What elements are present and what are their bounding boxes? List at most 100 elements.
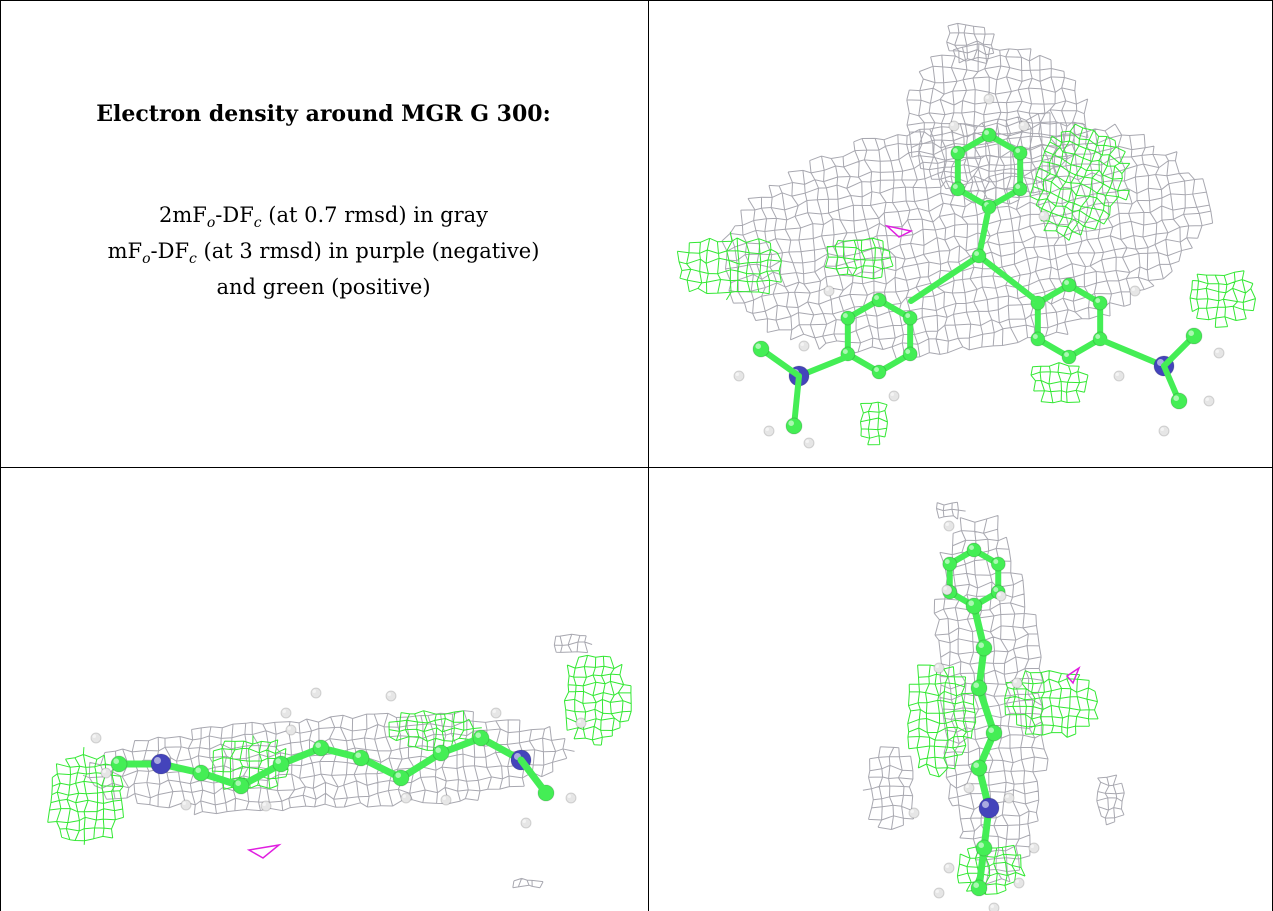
- hydrogen-atom: [310, 687, 322, 699]
- atom-highlight: [993, 559, 999, 564]
- atom-highlight: [842, 313, 848, 318]
- atom-sphere: [1129, 285, 1141, 297]
- density-mesh-green: [824, 237, 894, 280]
- mesh-lines: [676, 231, 782, 301]
- central-bond: [976, 253, 1040, 304]
- atom-highlight: [1095, 334, 1101, 339]
- atom-highlight: [102, 769, 106, 773]
- carbon-atom: [1012, 145, 1028, 161]
- atom-highlight: [969, 545, 974, 550]
- atom-highlight: [945, 864, 949, 868]
- carbon-atom: [432, 744, 450, 762]
- hydrogen-atom: [933, 662, 945, 674]
- atom-highlight: [982, 801, 989, 808]
- atom-highlight: [312, 689, 316, 693]
- atom-highlight: [315, 742, 322, 748]
- atom-sphere: [232, 777, 250, 795]
- atom-highlight: [435, 747, 442, 753]
- atom-sphere: [1170, 392, 1188, 410]
- amine-bond: [1101, 338, 1167, 369]
- atom-highlight: [1013, 679, 1017, 683]
- border-middle-horizontal: [0, 467, 1273, 468]
- carbon-atom: [472, 729, 490, 747]
- hydrogen-atom: [520, 817, 532, 829]
- carbon-atom: [110, 755, 128, 773]
- atom-highlight: [355, 752, 362, 758]
- mesh-lines: [1030, 362, 1089, 404]
- atom-sphere: [902, 346, 918, 362]
- density-mesh-gray: [906, 43, 1089, 205]
- hydrogen-atom: [180, 799, 192, 811]
- atom-highlight: [1064, 280, 1069, 285]
- density-mesh-green: [47, 747, 124, 845]
- atom-sphere: [763, 425, 775, 437]
- atom-sphere: [933, 662, 945, 674]
- hydrogen-atom: [733, 370, 745, 382]
- mesh-lines: [862, 746, 914, 830]
- hydrogen-atom: [988, 902, 1000, 911]
- atom-sphere: [1158, 425, 1170, 437]
- carbon-atom: [871, 292, 887, 308]
- carbon-atom: [942, 556, 958, 572]
- carbon-atom: [985, 724, 1003, 742]
- carbon-atom: [752, 340, 770, 358]
- mesh-lines: [907, 664, 977, 778]
- hydrogen-atom: [963, 782, 975, 794]
- atom-sphere: [1185, 327, 1203, 345]
- hydrogen-atom: [90, 732, 102, 744]
- atom-highlight: [402, 794, 406, 798]
- atom-highlight: [944, 559, 950, 564]
- atom-sphere: [385, 690, 397, 702]
- atom-highlight: [968, 600, 974, 606]
- atom-sphere: [272, 755, 290, 773]
- carbon-atom: [192, 764, 210, 782]
- density-mesh-green: [1189, 270, 1256, 328]
- atom-sphere: [392, 769, 410, 787]
- atom-sphere: [310, 687, 322, 699]
- atom-highlight: [262, 802, 266, 806]
- atom-highlight: [973, 682, 979, 688]
- atom-highlight: [235, 780, 241, 786]
- carbon-atom: [312, 739, 330, 757]
- carbon-atom: [392, 769, 410, 787]
- atom-sphere: [943, 862, 955, 874]
- atom-sphere: [432, 744, 450, 762]
- atom-highlight: [905, 313, 911, 318]
- atom-highlight: [577, 719, 581, 723]
- atom-sphere: [1030, 331, 1046, 347]
- hydrogen-atom: [490, 707, 502, 719]
- atom-sphere: [963, 782, 975, 794]
- atom-sphere: [966, 542, 982, 558]
- hydrogen-atom: [280, 707, 292, 719]
- atom-sphere: [950, 145, 966, 161]
- atom-highlight: [1160, 427, 1164, 431]
- atom-sphere: [933, 887, 945, 899]
- central-bond: [976, 204, 992, 259]
- hydrogen-atom: [798, 340, 810, 352]
- atom-sphere: [192, 764, 210, 782]
- carbon-atom: [1061, 349, 1077, 365]
- hydrogen-atom: [1213, 347, 1225, 359]
- hydrogen-atom: [983, 93, 995, 105]
- carbon-atom: [1185, 327, 1203, 345]
- atom-sphere: [908, 807, 920, 819]
- hydrogen-atom: [908, 807, 920, 819]
- molecule-view-bottom-left: [47, 633, 632, 889]
- atom-sphere: [943, 520, 955, 532]
- carbon-atom: [950, 145, 966, 161]
- atom-highlight: [788, 420, 794, 427]
- atom-sphere: [1061, 349, 1077, 365]
- mesh-lines: [553, 633, 593, 654]
- density-mesh-gray: [936, 501, 966, 520]
- carbon-atom: [902, 346, 918, 362]
- atom-highlight: [442, 796, 446, 800]
- atom-highlight: [1020, 122, 1024, 126]
- hydrogen-atom: [285, 724, 297, 736]
- atom-sphere: [985, 724, 1003, 742]
- atom-highlight: [943, 586, 947, 590]
- carbon-atom: [871, 364, 887, 380]
- carbon-atom: [1170, 392, 1188, 410]
- atom-highlight: [1015, 184, 1021, 189]
- atom-sphere: [1092, 295, 1108, 311]
- atom-sphere: [871, 364, 887, 380]
